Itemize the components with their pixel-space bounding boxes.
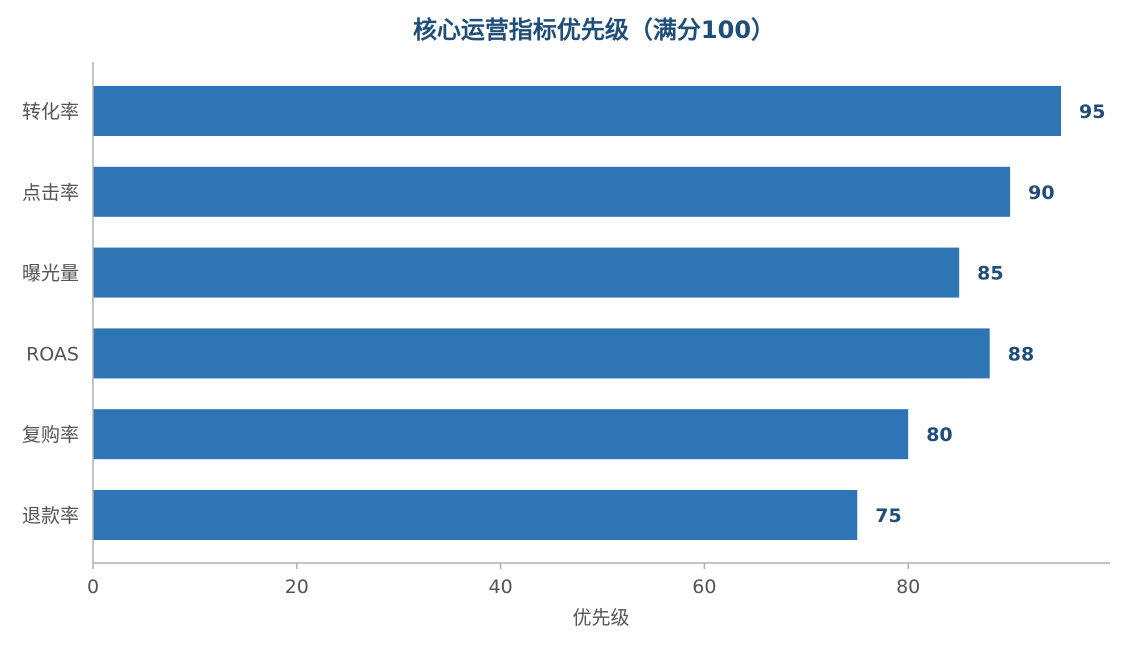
chart-title: 核心运营指标优先级（满分100）	[413, 16, 775, 44]
value-label: 75	[875, 505, 901, 527]
category-label: 转化率	[22, 101, 79, 123]
bar	[93, 247, 960, 298]
bar	[93, 490, 858, 540]
category-label: 复购率	[22, 424, 79, 446]
value-label: 95	[1079, 101, 1105, 123]
x-tick-label: 0	[87, 576, 99, 598]
x-axis-title: 优先级	[572, 607, 629, 629]
x-tick-label: 20	[285, 576, 309, 598]
value-label: 85	[977, 263, 1003, 285]
bar	[93, 166, 1011, 217]
x-tick-label: 60	[692, 576, 716, 598]
category-label: 点击率	[22, 182, 79, 204]
bar	[93, 409, 909, 460]
bars-layer: 转化率 95 点击率 90 曝光量 85 ROAS 88 复购率 80 退款率 75	[22, 86, 1106, 540]
value-label: 88	[1008, 343, 1034, 365]
category-label: 曝光量	[22, 263, 79, 285]
value-label: 80	[926, 424, 952, 446]
category-label: ROAS	[26, 343, 79, 365]
bar	[93, 328, 990, 379]
x-ticks-layer: 0 20 40 60 80	[87, 563, 920, 598]
category-label: 退款率	[22, 505, 79, 527]
x-tick-label: 40	[489, 576, 513, 598]
value-label: 90	[1028, 182, 1054, 204]
bar	[93, 86, 1062, 136]
x-tick-label: 80	[896, 576, 920, 598]
